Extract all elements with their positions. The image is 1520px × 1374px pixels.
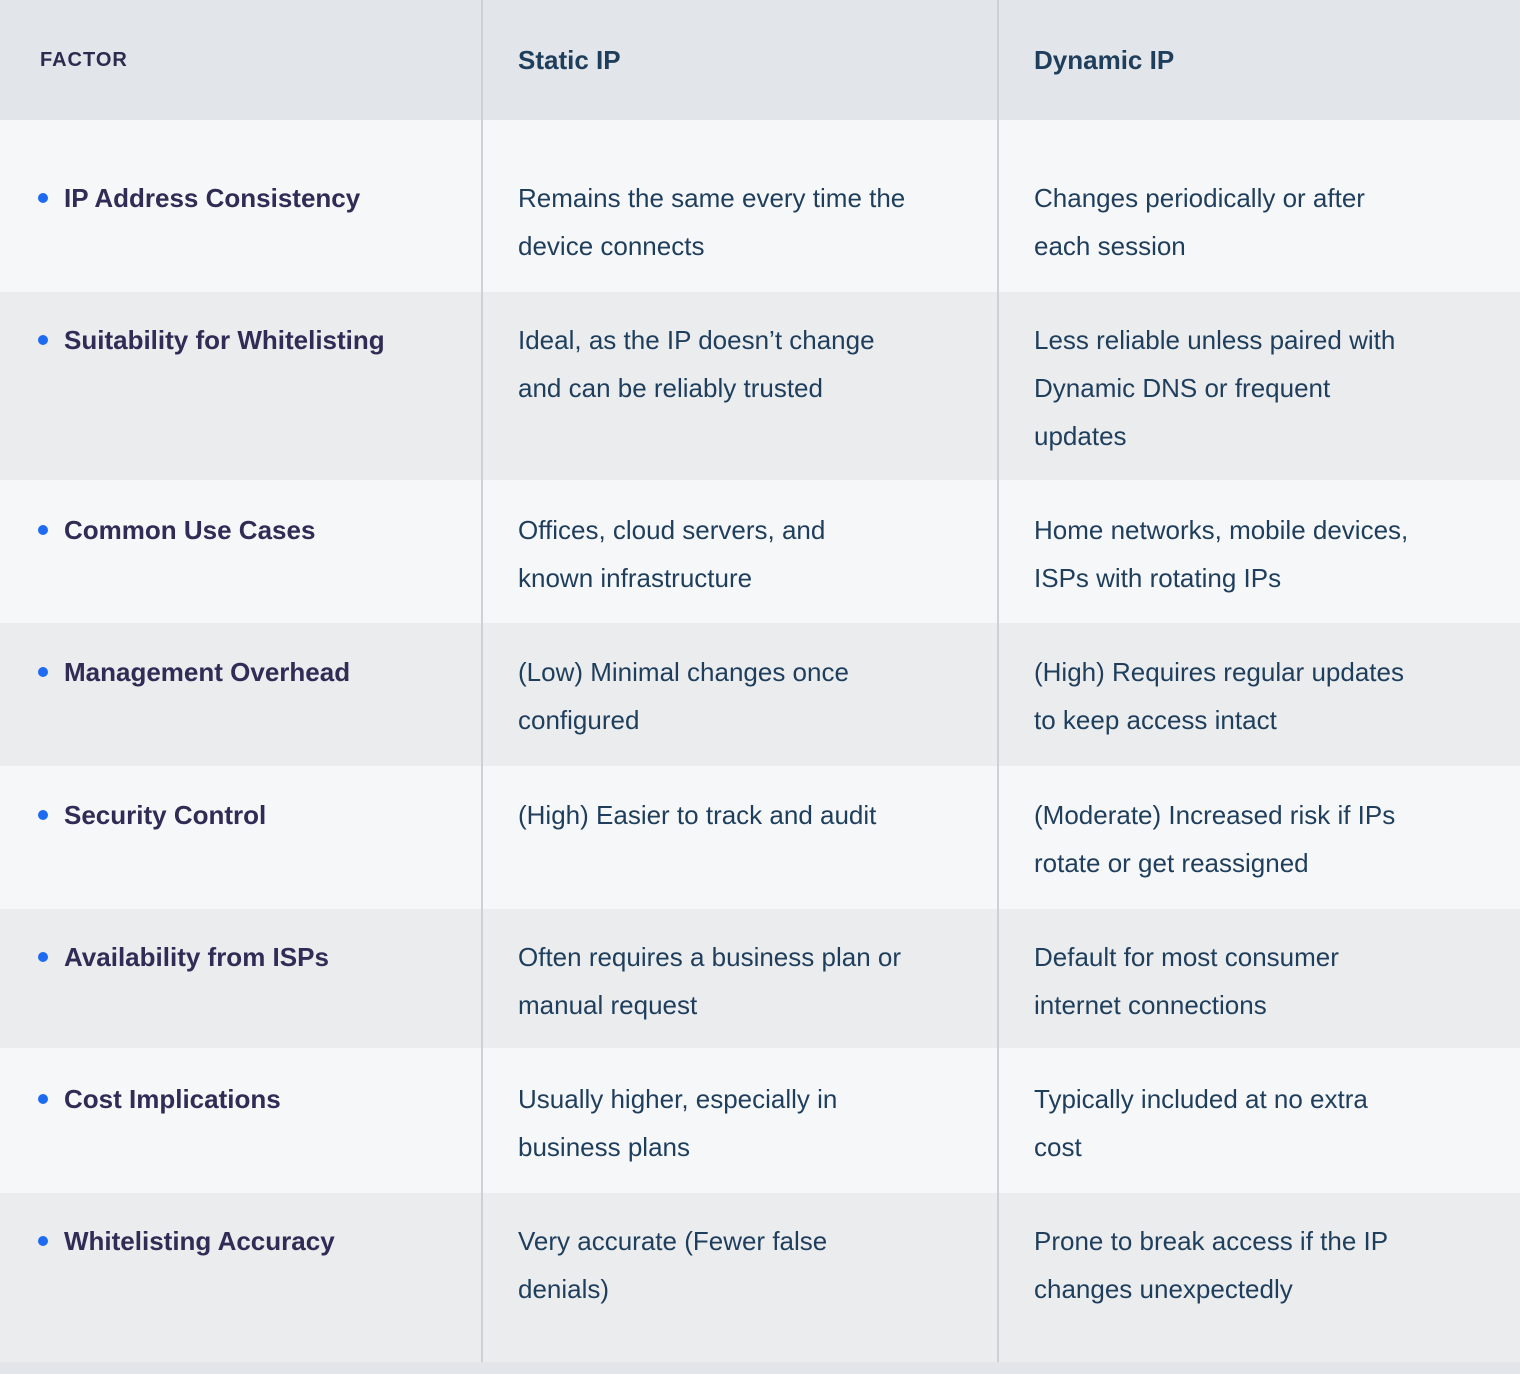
dynamic-ip-cell: Default for most consumer internet conne… xyxy=(997,909,1520,1048)
bullet-icon xyxy=(38,810,48,820)
table-footer-strip xyxy=(0,1362,1520,1374)
factor-label: Common Use Cases xyxy=(64,515,316,545)
bullet-icon xyxy=(38,335,48,345)
factor-cell: Suitability for Whitelisting xyxy=(0,292,481,480)
factor-label: Cost Implications xyxy=(64,1084,281,1114)
dynamic-ip-cell: (Moderate) Increased risk if IPs rotate … xyxy=(997,766,1520,909)
static-ip-cell: (High) Easier to track and audit xyxy=(481,766,997,909)
factor-label: Suitability for Whitelisting xyxy=(64,325,385,355)
dynamic-ip-cell: Less reliable unless paired with Dynamic… xyxy=(997,292,1520,480)
table-row: Cost Implications Usually higher, especi… xyxy=(0,1048,1520,1193)
static-ip-cell: Ideal, as the IP doesn’t change and can … xyxy=(481,292,997,480)
factor-cell: IP Address Consistency xyxy=(0,120,481,292)
factor-label: Whitelisting Accuracy xyxy=(64,1226,335,1256)
bullet-icon xyxy=(38,667,48,677)
column-header-factor: FACTOR xyxy=(40,48,128,71)
static-ip-cell: (Low) Minimal changes once configured xyxy=(481,623,997,766)
static-ip-cell: Remains the same every time the device c… xyxy=(481,120,997,292)
table-row: Whitelisting Accuracy Very accurate (Few… xyxy=(0,1193,1520,1362)
table-row: Security Control (High) Easier to track … xyxy=(0,766,1520,909)
dynamic-ip-cell: Prone to break access if the IP changes … xyxy=(997,1193,1520,1362)
factor-cell: Cost Implications xyxy=(0,1048,481,1193)
bullet-icon xyxy=(38,1236,48,1246)
static-ip-cell: Usually higher, especially in business p… xyxy=(481,1048,997,1193)
table-row: Management Overhead (Low) Minimal change… xyxy=(0,623,1520,766)
bullet-icon xyxy=(38,1094,48,1104)
dynamic-ip-cell: (High) Requires regular updates to keep … xyxy=(997,623,1520,766)
factor-label: Management Overhead xyxy=(64,657,351,687)
bullet-icon xyxy=(38,193,48,203)
bullet-icon xyxy=(38,525,48,535)
column-header-static-ip: Static IP xyxy=(481,0,997,120)
table-row: Common Use Cases Offices, cloud servers,… xyxy=(0,480,1520,623)
static-ip-cell: Very accurate (Fewer false denials) xyxy=(481,1193,997,1362)
static-ip-cell: Often requires a business plan or manual… xyxy=(481,909,997,1048)
table-row: Suitability for Whitelisting Ideal, as t… xyxy=(0,292,1520,480)
dynamic-ip-cell: Home networks, mobile devices, ISPs with… xyxy=(997,480,1520,623)
dynamic-ip-cell: Changes periodically or after each sessi… xyxy=(997,120,1520,292)
factor-cell: Common Use Cases xyxy=(0,480,481,623)
table-row: Availability from ISPs Often requires a … xyxy=(0,909,1520,1048)
table-row: IP Address Consistency Remains the same … xyxy=(0,120,1520,292)
factor-label: Security Control xyxy=(64,800,267,830)
factor-cell: Availability from ISPs xyxy=(0,909,481,1048)
factor-cell: Whitelisting Accuracy xyxy=(0,1193,481,1362)
factor-label: Availability from ISPs xyxy=(64,942,329,972)
static-ip-cell: Offices, cloud servers, and known infras… xyxy=(481,480,997,623)
dynamic-ip-cell: Typically included at no extra cost xyxy=(997,1048,1520,1193)
bullet-icon xyxy=(38,952,48,962)
factor-cell: Management Overhead xyxy=(0,623,481,766)
column-header-dynamic-ip: Dynamic IP xyxy=(997,0,1520,120)
factor-cell: Security Control xyxy=(0,766,481,909)
factor-label: IP Address Consistency xyxy=(64,183,361,213)
header-row: FACTOR Static IP Dynamic IP xyxy=(0,0,1520,120)
